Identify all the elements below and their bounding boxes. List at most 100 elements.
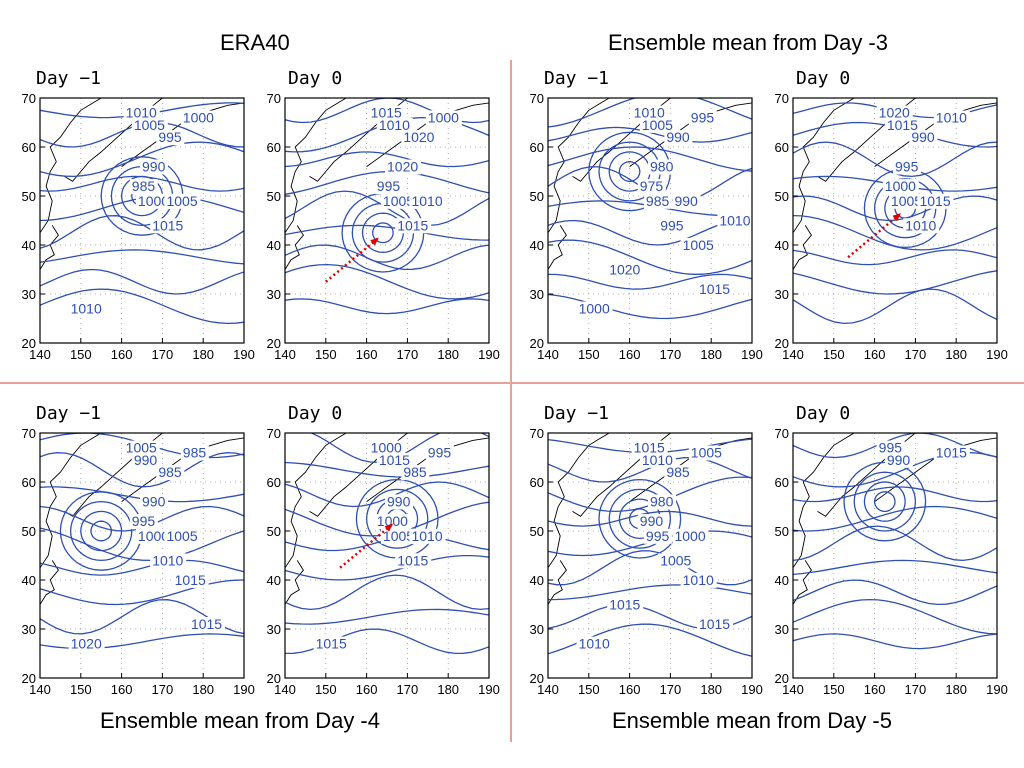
label-bg [672,193,701,209]
x-tick-label: 190 [741,347,763,362]
contour-label: 995 [132,513,156,529]
isobar [548,239,752,275]
label-bg [688,110,717,126]
label-bg [884,452,913,468]
y-tick-label: 50 [775,189,789,204]
label-bg [643,193,672,209]
isobar [548,146,752,172]
contour-label: 1000 [371,440,402,456]
isobar [548,510,752,527]
contour-label: 990 [911,129,935,145]
x-tick-label: 170 [152,347,174,362]
coastline [40,98,102,234]
label-bg [637,179,666,195]
x-tick-label: 180 [945,347,967,362]
track-arrow-head [892,213,902,222]
x-tick-label: 160 [864,682,886,697]
label-bg [631,440,668,456]
label-bg [664,130,693,146]
x-tick-label: 190 [233,682,255,697]
contour-label: 1015 [634,440,665,456]
y-tick-label: 60 [775,475,789,490]
isobar [285,298,489,315]
label-bg [150,553,187,569]
panel-title-q3-p0: Day −1 [544,403,610,424]
y-tick-label: 20 [22,671,36,686]
isobar [285,224,489,241]
x-tick-label: 140 [782,347,804,362]
contour-label: 1015 [175,572,206,588]
label-bg [425,445,454,461]
label-bg [156,465,185,481]
isobar-low [80,510,123,552]
panel-title-q2-p1: Day 0 [288,403,343,424]
contour-label: 1010 [71,301,102,317]
contour-label: 990 [134,452,158,468]
y-tick-label: 20 [775,671,789,686]
y-tick-label: 70 [775,426,789,441]
y-tick-label: 50 [267,524,281,539]
contour-label: 1015 [397,552,428,568]
contour-label: 1010 [379,117,410,133]
isobar [285,263,489,300]
isobar-low [608,488,672,549]
contour-label: 1015 [699,281,730,297]
coastline [548,433,610,569]
isobar-low [372,222,394,244]
y-tick-label: 40 [22,238,36,253]
contour-label: 990 [387,494,411,510]
label-bg [131,117,168,133]
isobar-low [120,175,164,217]
quadrant-title-day-minus-3: Ensemble mean from Day -3 [608,30,888,55]
isobar [793,559,997,576]
y-tick-label: 30 [530,287,544,302]
isobar [793,288,997,325]
y-tick-label: 20 [267,336,281,351]
x-tick-label: 160 [619,347,641,362]
y-tick-label: 60 [267,140,281,155]
x-tick-label: 170 [660,347,682,362]
x-tick-label: 160 [864,347,886,362]
y-tick-label: 20 [530,336,544,351]
x-tick-label: 180 [192,682,214,697]
label-bg [368,440,405,456]
y-tick-label: 70 [775,91,789,106]
isobar [285,244,489,271]
y-tick-label: 50 [22,524,36,539]
panel-frame [792,97,998,344]
x-tick-label: 180 [437,682,459,697]
label-bg [172,572,209,588]
contour-label: 1010 [905,217,936,233]
coastline [285,560,304,605]
label-bg [933,445,970,461]
contour-label: 1010 [719,212,750,228]
vertical-divider [510,60,512,742]
x-tick-label: 150 [578,682,600,697]
label-bg [696,617,733,632]
contour-label: 980 [650,494,674,510]
contour-label: 1020 [71,636,102,652]
y-tick-label: 50 [530,189,544,204]
contour-label: 1010 [411,528,442,544]
y-tick-label: 60 [22,475,36,490]
contour-label: 1010 [634,105,665,121]
label-bg [164,193,201,209]
contour-label: 985 [666,464,690,480]
y-tick-label: 30 [22,287,36,302]
isobar-low [69,500,133,562]
contour-label: 1000 [579,301,610,317]
isobar [793,249,997,266]
label-bg [425,110,462,126]
label-bg [672,528,709,544]
track-arrow-head [370,237,379,246]
y-tick-label: 30 [775,622,789,637]
